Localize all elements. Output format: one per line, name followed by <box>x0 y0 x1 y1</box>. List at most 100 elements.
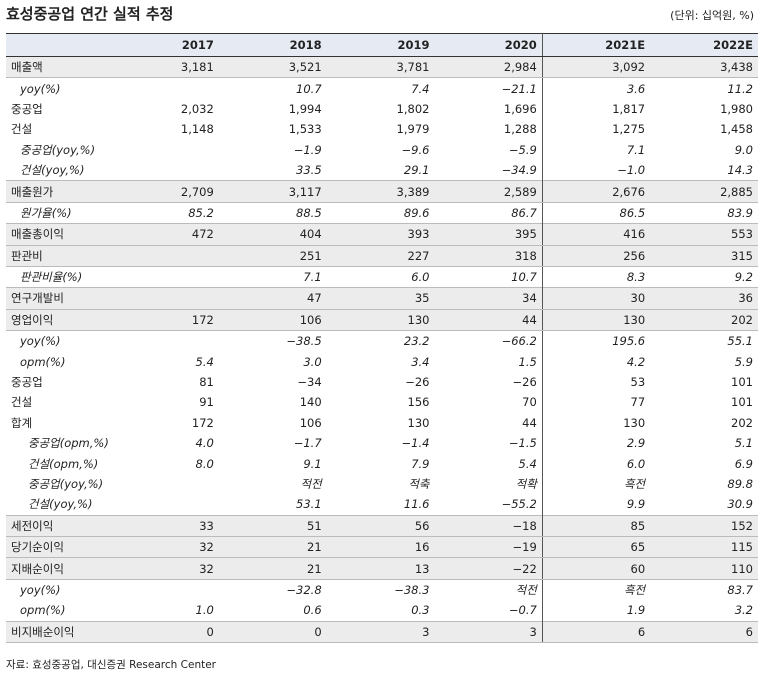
row-label: 중공업 <box>11 375 43 390</box>
cell: 1,802 <box>396 101 430 116</box>
cell: 1,288 <box>434 119 543 140</box>
cell: 33.5 <box>296 163 322 178</box>
cell: 88.5 <box>296 205 322 220</box>
cell: 1,696 <box>434 98 543 120</box>
cell <box>111 78 219 99</box>
table-row: 판관비율(%) 7.1 6.0 10.7 8.3 9.2 <box>6 266 758 288</box>
cell: 553 <box>650 223 758 246</box>
cell: 7.4 <box>411 81 430 96</box>
cell: 0 <box>218 620 327 643</box>
cell: −0.7 <box>434 600 543 622</box>
cell: 8.3 <box>626 270 646 285</box>
cell: −26 <box>434 371 543 393</box>
cell: 6.0 <box>626 456 646 471</box>
cell <box>111 331 219 352</box>
cell <box>111 474 219 494</box>
cell <box>111 579 219 600</box>
row-label: yoy(%) <box>20 334 61 349</box>
cell <box>111 244 219 267</box>
cell: 5.1 <box>734 436 753 451</box>
cell: 51 <box>218 514 327 537</box>
cell: 7.9 <box>411 456 430 471</box>
cell: −1.0 <box>617 163 646 178</box>
table-row: 지배순이익 32 21 13 −22 60 110 <box>6 557 758 580</box>
cell: 1,533 <box>288 122 322 137</box>
table-row: 중공업 81 −34 −26 −26 53 101 <box>6 371 758 393</box>
cell: 47 <box>218 287 327 310</box>
row-label: 세전이익 <box>6 514 111 537</box>
cell: 77 <box>630 395 646 410</box>
cell: 1,148 <box>180 122 214 137</box>
cell: 89.6 <box>403 205 430 220</box>
cell: 5.9 <box>734 354 753 369</box>
cell: 6.9 <box>734 456 753 471</box>
table-row: 건설(yoy,%) 33.5 29.1 −34.9 −1.0 14.3 <box>6 159 758 181</box>
cell: 4.0 <box>195 436 214 451</box>
title: 효성중공업 연간 실적 추정 <box>6 5 174 23</box>
source-note: 자료: 효성중공업, 대신증권 Research Center <box>6 659 216 671</box>
row-label: 중공업(yoy,%) <box>20 142 96 157</box>
cell: 2,032 <box>180 101 214 116</box>
table-row: 중공업(opm,%) 4.0 −1.7 −1.4 −1.5 2.9 5.1 <box>6 433 758 454</box>
cell: 9.2 <box>734 270 753 285</box>
cell: 33 <box>111 514 219 537</box>
cell: 14.3 <box>727 163 753 178</box>
cell: 5.4 <box>434 453 543 474</box>
row-label: 연구개발비 <box>6 287 111 310</box>
table-row: 세전이익 33 51 56 −18 85 152 <box>6 514 758 537</box>
cell: 10.7 <box>296 81 322 96</box>
cell: 적전 <box>300 477 322 491</box>
table-row: 건설(yoy,%) 53.1 11.6 −55.2 9.9 30.9 <box>6 494 758 516</box>
row-label: 중공업(opm,%) <box>28 436 109 451</box>
cell: 172 <box>111 308 219 332</box>
cell: 395 <box>434 223 543 246</box>
row-label: 판관비율(%) <box>20 270 83 285</box>
row-label: 지배순이익 <box>6 557 111 580</box>
row-label: 건설(yoy,%) <box>28 497 93 512</box>
cell: −21.1 <box>434 77 543 99</box>
cell: 9.1 <box>303 456 322 471</box>
column-header: 2018 <box>218 33 327 57</box>
cell: 81 <box>199 375 214 390</box>
cell: 1.0 <box>195 603 214 618</box>
cell: 130 <box>407 415 430 430</box>
cell: −38.3 <box>394 582 430 597</box>
cell: 3.4 <box>411 354 430 369</box>
cell: 3,389 <box>326 180 435 203</box>
row-label: 합계 <box>11 415 33 430</box>
column-header: 2022E <box>650 33 758 57</box>
cell: 44 <box>434 412 543 434</box>
cell <box>111 287 219 310</box>
cell: 3,521 <box>218 55 327 79</box>
cell: 393 <box>326 223 435 246</box>
cell: 251 <box>218 244 327 267</box>
cell: −38.5 <box>286 334 322 349</box>
cell: 흑전 <box>623 582 646 597</box>
row-label: 매출액 <box>6 55 111 79</box>
cell: 6 <box>542 620 651 643</box>
cell: 315 <box>650 244 758 267</box>
cell: 55.1 <box>727 334 753 349</box>
cell: 6.0 <box>411 270 430 285</box>
cell: 101 <box>731 395 753 410</box>
cell: 3 <box>434 620 543 643</box>
cell: 1,458 <box>720 122 753 137</box>
table-row: 당기순이익 32 21 16 −19 65 115 <box>6 535 758 559</box>
table-row: 건설 1,148 1,533 1,979 1,288 1,275 1,458 <box>6 119 758 140</box>
row-label: 원가율(%) <box>20 205 72 220</box>
cell: 2,984 <box>434 55 543 79</box>
row-label: 중공업(yoy,%) <box>28 477 104 491</box>
cell: 152 <box>650 514 758 537</box>
table-header: 2017 2018 2019 2020 2021E 2022E <box>6 33 758 57</box>
cell: 11.2 <box>727 81 753 96</box>
cell: 70 <box>434 392 543 413</box>
cell: 85.2 <box>188 205 214 220</box>
cell: 32 <box>111 535 219 559</box>
column-header: 2017 <box>111 33 219 57</box>
table-row: 합계 172 106 130 44 130 202 <box>6 412 758 434</box>
cell: 3,117 <box>218 180 327 203</box>
cell: −18 <box>434 514 543 537</box>
column-header: 2021E <box>542 33 651 57</box>
cell: 83.7 <box>727 582 753 597</box>
cell: 3.6 <box>626 81 646 96</box>
